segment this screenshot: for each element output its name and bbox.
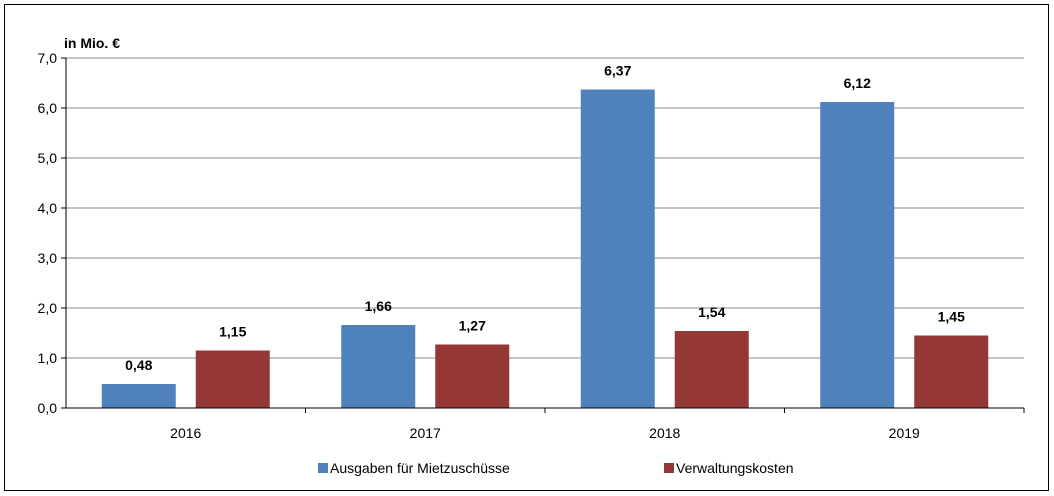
data-label: 1,27 bbox=[459, 318, 486, 334]
y-tick-label: 7,0 bbox=[38, 50, 58, 66]
bar bbox=[580, 89, 655, 408]
bar bbox=[101, 384, 176, 408]
legend-swatch bbox=[318, 463, 328, 473]
bar bbox=[341, 325, 416, 408]
x-axis: 2016 2017 2018 2019 bbox=[66, 407, 1025, 441]
y-tick-label: 6,0 bbox=[38, 100, 58, 116]
bars: 0,48 1,15 1,66 1,27 6,37 1,54 6,12 1,45 bbox=[101, 63, 989, 408]
x-tick-label: 2018 bbox=[649, 425, 680, 441]
data-label: 1,66 bbox=[365, 298, 392, 314]
x-tick-label: 2017 bbox=[410, 425, 441, 441]
bar bbox=[435, 344, 510, 408]
x-tick-label: 2016 bbox=[170, 425, 201, 441]
y-tick-label: 1,0 bbox=[38, 350, 58, 366]
bar bbox=[914, 335, 989, 408]
legend-swatch bbox=[664, 463, 674, 473]
y-tick-label: 2,0 bbox=[38, 300, 58, 316]
data-label: 1,54 bbox=[698, 304, 725, 320]
unit-label: in Mio. € bbox=[64, 35, 120, 51]
legend-label: Ausgaben für Mietzuschüsse bbox=[330, 460, 510, 476]
data-label: 0,48 bbox=[125, 357, 152, 373]
y-tick-label: 4,0 bbox=[38, 200, 58, 216]
y-axis: 0,0 1,0 2,0 3,0 4,0 5,0 6,0 7,0 bbox=[38, 50, 67, 416]
data-label: 1,15 bbox=[219, 324, 246, 340]
y-tick-label: 5,0 bbox=[38, 150, 58, 166]
bar bbox=[820, 102, 895, 408]
data-label: 1,45 bbox=[938, 309, 965, 325]
data-label: 6,12 bbox=[844, 75, 871, 91]
legend-label: Verwaltungskosten bbox=[676, 460, 794, 476]
y-tick-label: 0,0 bbox=[38, 400, 58, 416]
y-tick-label: 3,0 bbox=[38, 250, 58, 266]
x-tick-label: 2019 bbox=[889, 425, 920, 441]
legend: Ausgaben für Mietzuschüsse Verwaltungskos… bbox=[318, 460, 794, 476]
data-label: 6,37 bbox=[604, 63, 631, 79]
bar bbox=[195, 350, 270, 408]
bar bbox=[674, 331, 749, 408]
